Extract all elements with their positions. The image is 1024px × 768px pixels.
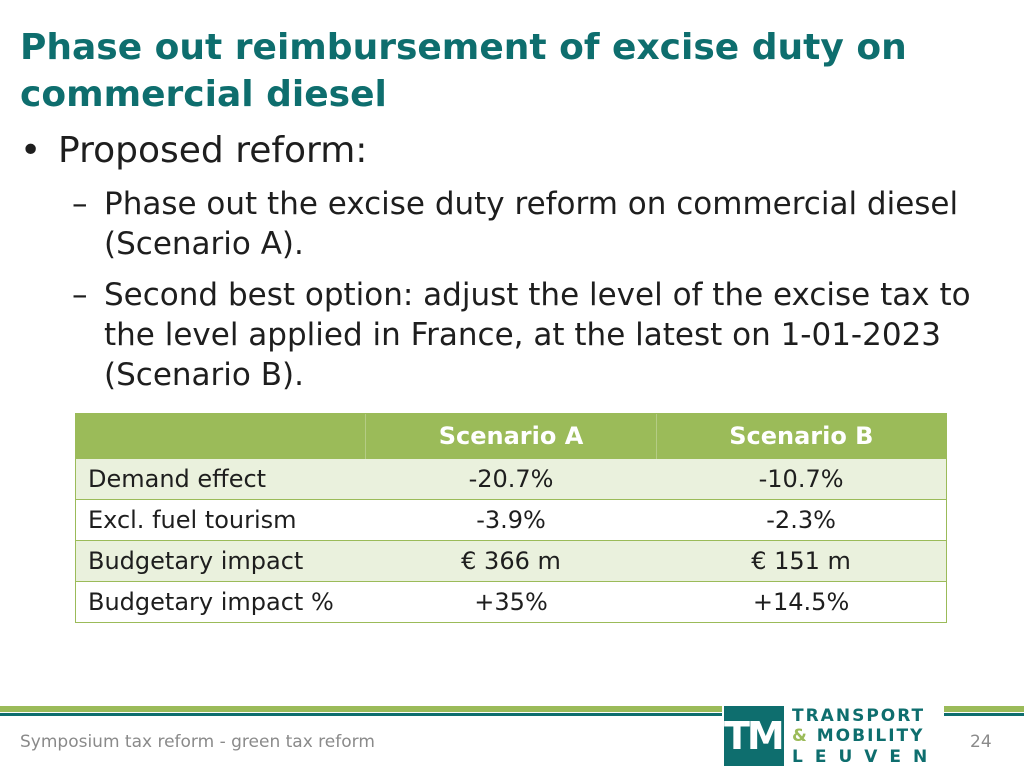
- table-row: Budgetary impact % +35% +14.5%: [76, 581, 946, 622]
- table-cell-value: -3.9%: [365, 499, 657, 541]
- table-header-row: Scenario A Scenario B: [76, 414, 946, 459]
- table-cell-value: € 366 m: [365, 540, 657, 582]
- bullet-dot-icon: •: [20, 130, 42, 171]
- table-cell-value: -10.7%: [656, 458, 946, 500]
- table-cell-value: +35%: [365, 581, 657, 622]
- logo-line-mobility: & MOBILITY: [792, 726, 924, 746]
- bullet-proposed-reform: • Proposed reform:: [20, 128, 980, 174]
- table-cell-value: -2.3%: [656, 499, 946, 541]
- table-cell-value: -20.7%: [365, 458, 657, 500]
- table-cell-value: € 151 m: [656, 540, 946, 582]
- table-header-scenario-b: Scenario B: [655, 414, 946, 459]
- table-header-scenario-a: Scenario A: [365, 414, 657, 459]
- table-row: Demand effect -20.7% -10.7%: [76, 458, 946, 500]
- slide-title: Phase out reimbursement of excise duty o…: [20, 27, 907, 115]
- tml-logo: TML TRANSPORT & MOBILITY LEUVEN: [722, 704, 944, 768]
- tml-logo-mark: TML: [724, 706, 806, 766]
- subbullet-text: Phase out the excise duty reform on comm…: [104, 186, 959, 262]
- logo-line-leuven: LEUVEN: [792, 747, 940, 767]
- tml-logo-mark-text: TML: [724, 714, 806, 758]
- page-number: 24: [970, 732, 992, 752]
- footer-divider-teal: [0, 713, 722, 716]
- logo-mobility-text: MOBILITY: [816, 726, 925, 746]
- footer-divider-green-right: [944, 706, 1024, 712]
- table-cell-label: Demand effect: [76, 458, 366, 500]
- table-cell-label: Budgetary impact: [76, 540, 366, 582]
- footer-divider-teal-right: [944, 713, 1024, 716]
- dash-icon: –: [72, 277, 88, 313]
- table-row: Excl. fuel tourism -3.9% -2.3%: [76, 499, 946, 541]
- table-header-empty: [76, 414, 366, 459]
- logo-ampersand: &: [792, 726, 809, 746]
- table-cell-label: Budgetary impact %: [76, 581, 366, 622]
- scenario-table: Scenario A Scenario B Demand effect -20.…: [76, 414, 946, 622]
- table-row: Budgetary impact € 366 m € 151 m: [76, 540, 946, 582]
- dash-icon: –: [72, 186, 88, 222]
- logo-line-transport: TRANSPORT: [792, 706, 926, 726]
- subbullet-text: Second best option: adjust the level of …: [104, 277, 971, 393]
- bullet-text: Proposed reform:: [58, 130, 368, 171]
- footer-divider-green: [0, 706, 722, 712]
- subbullet-scenario-a: – Phase out the excise duty reform on co…: [72, 184, 972, 264]
- table-cell-value: +14.5%: [656, 581, 946, 622]
- footer-text: Symposium tax reform - green tax reform: [20, 732, 375, 752]
- subbullet-scenario-b: – Second best option: adjust the level o…: [72, 275, 972, 395]
- table-cell-label: Excl. fuel tourism: [76, 499, 366, 541]
